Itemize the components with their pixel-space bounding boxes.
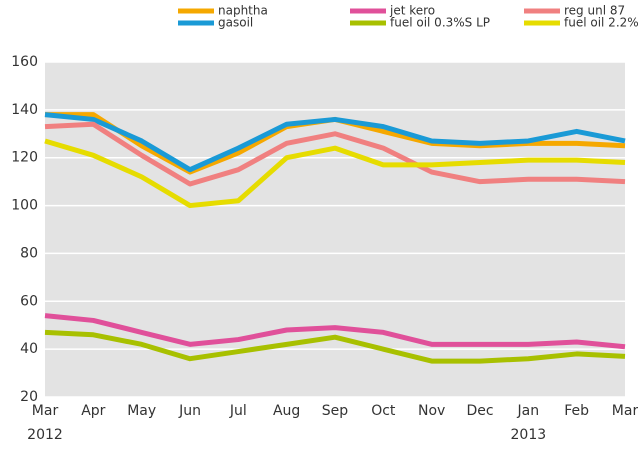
x-tick-label: Jan <box>517 403 540 419</box>
x-tick-label: Apr <box>81 403 105 419</box>
data-line <box>44 329 626 364</box>
x-tick-label: Mar <box>612 403 638 419</box>
y-tick-label: 140 <box>11 102 38 118</box>
x-tick-label: Dec <box>466 403 493 419</box>
x-year-label: 2012 <box>27 427 63 443</box>
x-tick-label: Jun <box>178 403 201 419</box>
legend-label: jet kero <box>389 4 435 18</box>
y-tick-label: 20 <box>20 389 38 405</box>
x-tick-label: Sep <box>322 403 349 419</box>
x-tick-label: Jul <box>229 403 247 419</box>
x-tick-label: Nov <box>418 403 445 419</box>
y-tick-label: 60 <box>20 293 38 309</box>
y-tick-label: 100 <box>11 198 38 214</box>
y-tick-label: 120 <box>11 150 38 166</box>
legend-label: fuel oil 2.2%S <box>564 16 638 30</box>
x-tick-label: Aug <box>273 403 300 419</box>
x-tick-label: Feb <box>564 403 589 419</box>
legend-label: gasoil <box>218 16 253 30</box>
x-tick-label: Oct <box>371 403 396 419</box>
data-line <box>44 121 626 187</box>
x-tick-label: Mar <box>32 403 59 419</box>
data-line <box>44 112 626 173</box>
x-tick-label: May <box>127 403 156 419</box>
y-tick-label: 80 <box>20 245 38 261</box>
plot-background <box>45 62 625 397</box>
legend-label: fuel oil 0.3%S LP <box>390 16 490 30</box>
legend-label: reg unl 87 <box>564 4 625 18</box>
x-year-label: 2013 <box>511 427 547 443</box>
data-line <box>44 138 626 209</box>
y-tick-label: 160 <box>11 54 38 70</box>
y-tick-label: 40 <box>20 341 38 357</box>
data-line <box>44 313 626 350</box>
legend-label: naphtha <box>218 4 268 18</box>
